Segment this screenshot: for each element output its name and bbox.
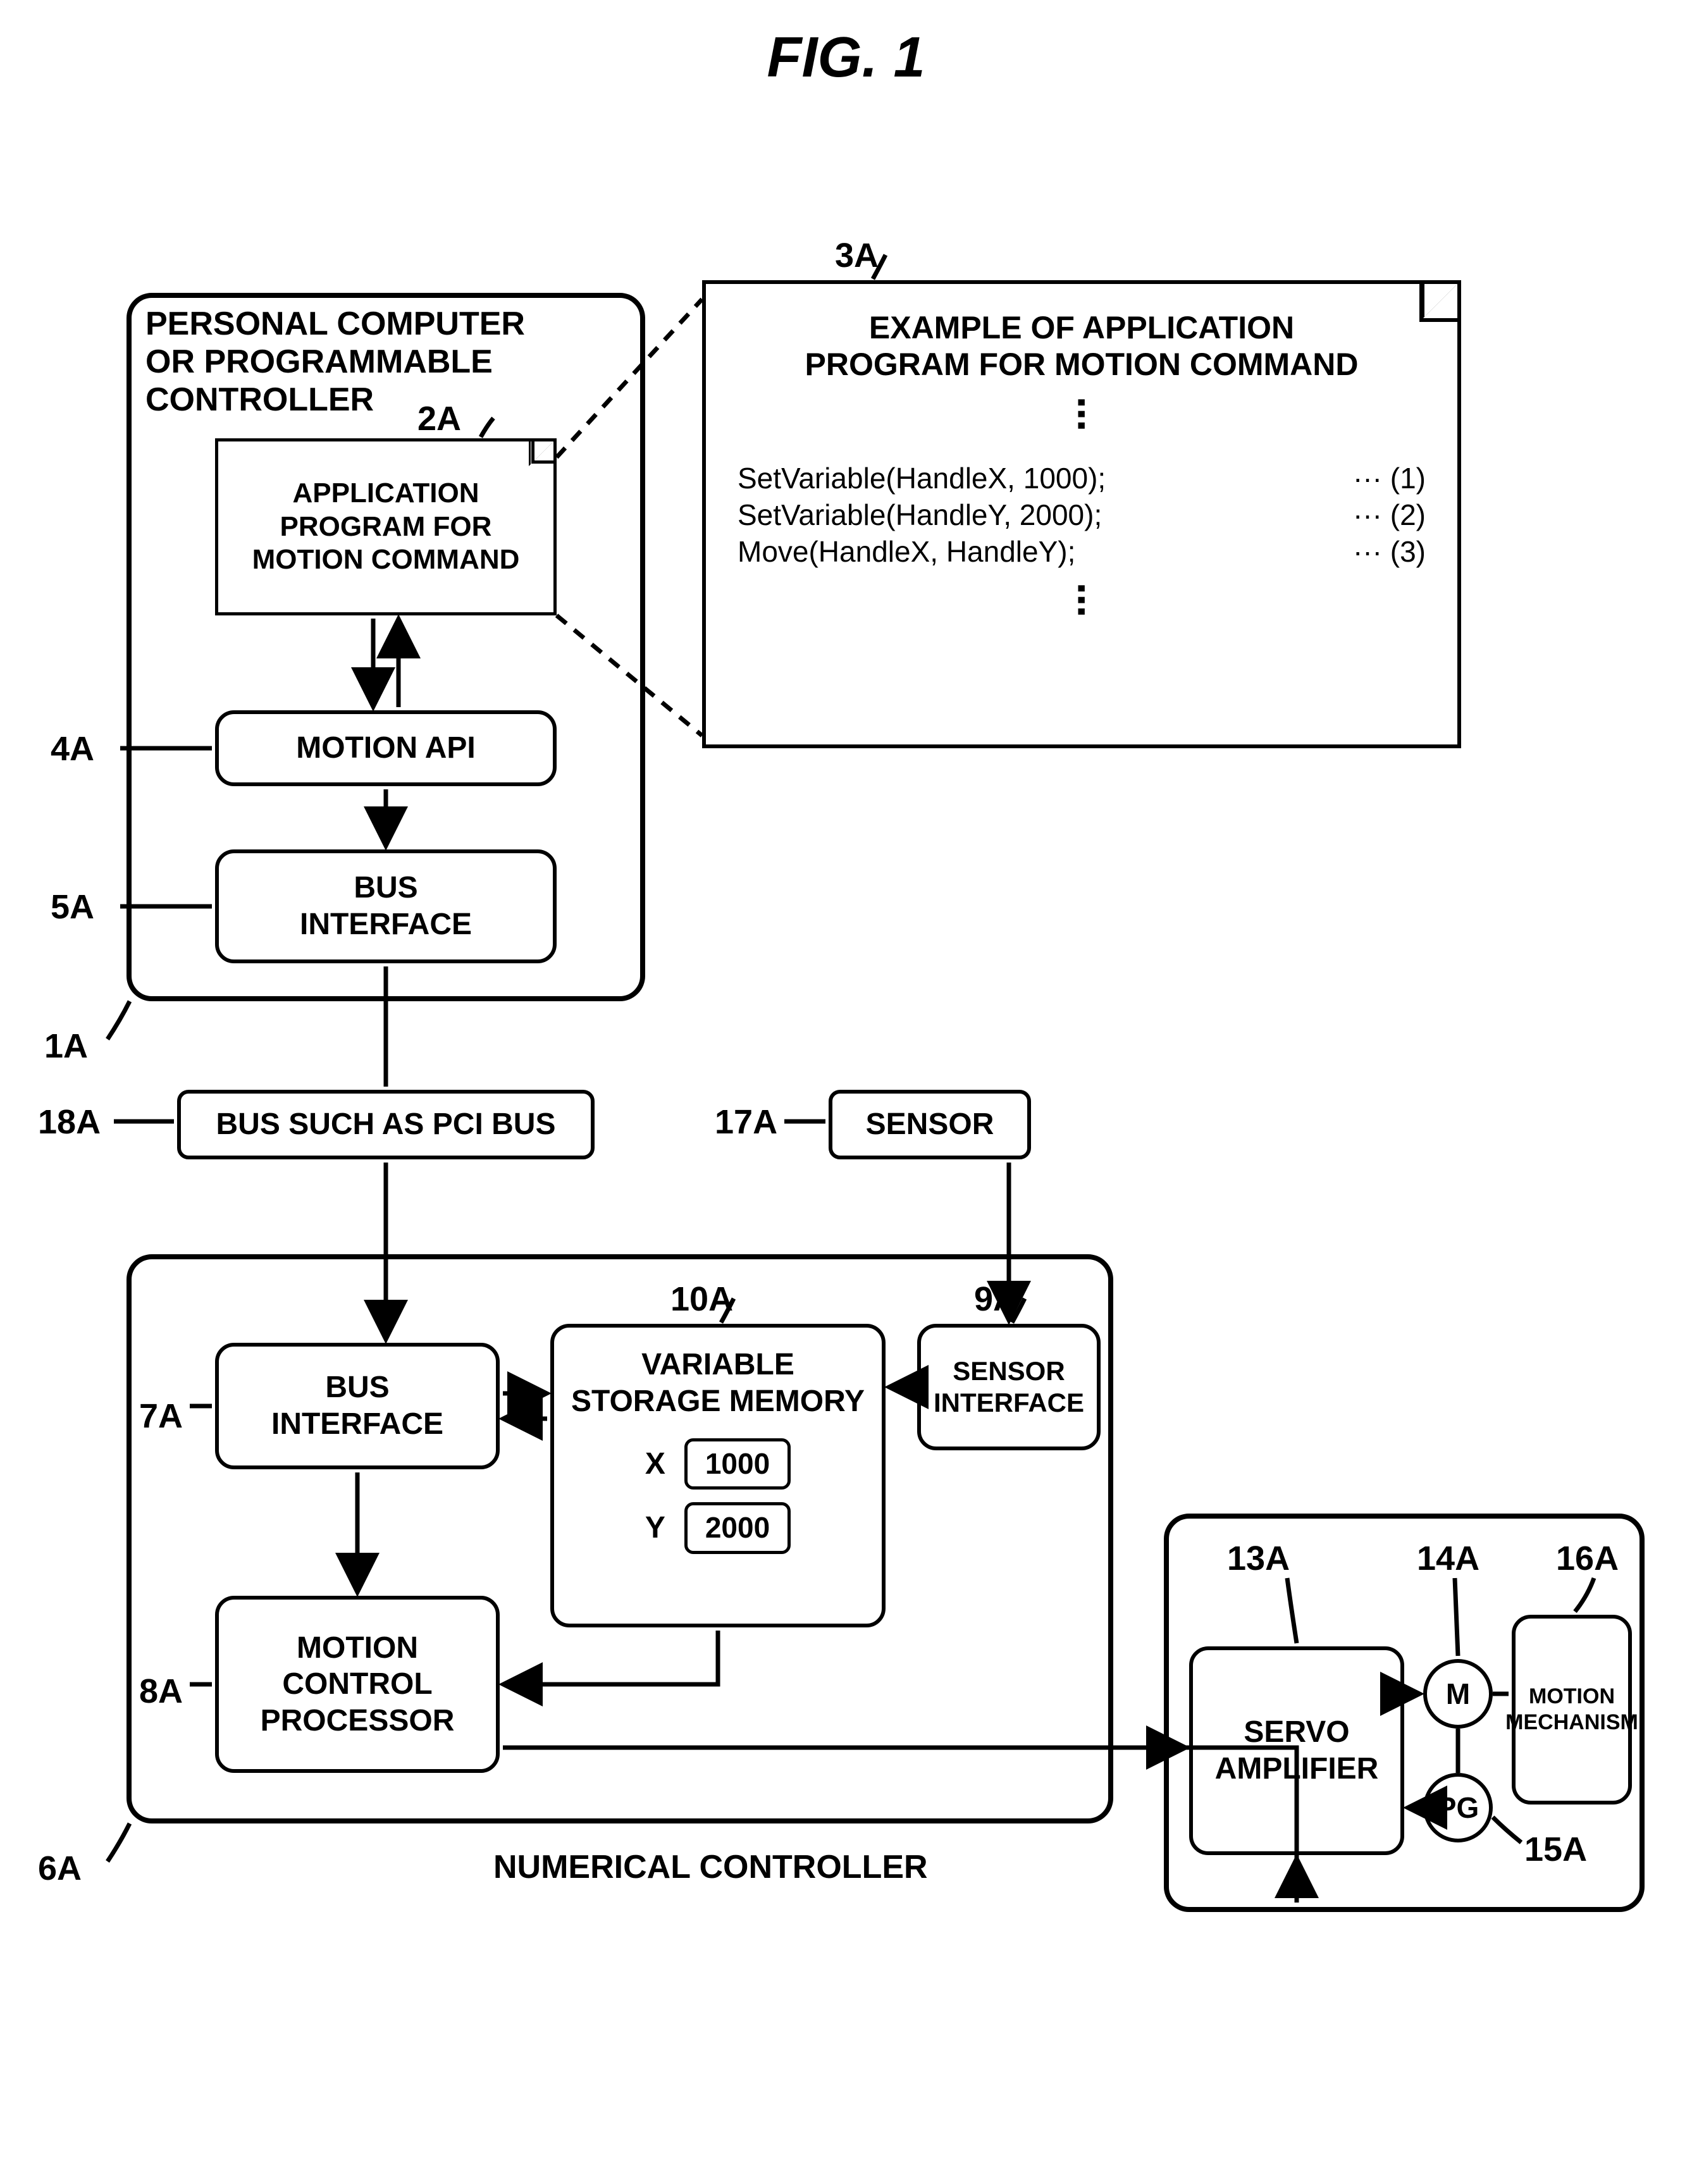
var-y-name: Y (645, 1510, 665, 1546)
motion-api-label: MOTION API (296, 730, 476, 767)
ref-14a: 14A (1417, 1539, 1479, 1578)
ref-15a: 15A (1524, 1830, 1587, 1869)
pc-controller-label: PERSONAL COMPUTER OR PROGRAMMABLE CONTRO… (145, 305, 525, 419)
servo-amp-label: SERVO AMPLIFIER (1215, 1714, 1379, 1787)
note-title: EXAMPLE OF APPLICATION PROGRAM FOR MOTIO… (738, 309, 1426, 383)
pg-label: PG (1437, 1791, 1479, 1825)
mcp-box: MOTION CONTROL PROCESSOR (215, 1596, 500, 1773)
var-x-name: X (645, 1446, 665, 1483)
vsm-box: VARIABLE STORAGE MEMORY X 1000 Y 2000 (550, 1324, 886, 1627)
var-y-value: 2000 (684, 1502, 791, 1553)
nc-label: NUMERICAL CONTROLLER (493, 1849, 928, 1887)
app-program-box: APPLICATION PROGRAM FOR MOTION COMMAND (215, 438, 557, 615)
sensor-box: SENSOR (829, 1090, 1031, 1159)
motor-label: M (1446, 1677, 1470, 1711)
ref-7a: 7A (139, 1397, 183, 1436)
ref-3a: 3A (835, 236, 879, 275)
motion-mech-box: MOTION MECHANISM (1512, 1615, 1632, 1805)
ref-1a: 1A (44, 1027, 88, 1066)
code-line-1: SetVariable(HandleX, 1000); (738, 461, 1106, 495)
bus-label: BUS SUCH AS PCI BUS (216, 1106, 556, 1143)
ref-8a: 8A (139, 1672, 183, 1711)
ref-18a: 18A (38, 1102, 101, 1142)
app-program-label: APPLICATION PROGRAM FOR MOTION COMMAND (252, 477, 520, 577)
servo-amp-box: SERVO AMPLIFIER (1189, 1646, 1404, 1855)
mcp-label: MOTION CONTROL PROCESSOR (261, 1630, 455, 1739)
ref-2a: 2A (417, 399, 461, 438)
sensor-if-label: SENSOR INTERFACE (934, 1355, 1084, 1419)
sensor-if-box: SENSOR INTERFACE (917, 1324, 1101, 1450)
code-num-2: ··· (2) (1353, 498, 1426, 532)
code-num-3: ··· (3) (1353, 534, 1426, 569)
motion-mech-label: MOTION MECHANISM (1505, 1684, 1638, 1736)
ref-16a: 16A (1556, 1539, 1619, 1578)
pc-bus-interface-label: BUS INTERFACE (300, 870, 472, 942)
motion-api-box: MOTION API (215, 710, 557, 786)
sensor-label: SENSOR (866, 1106, 994, 1143)
figure-title: FIG. 1 (25, 25, 1667, 90)
ref-6a: 6A (38, 1849, 82, 1888)
pc-bus-interface-box: BUS INTERFACE (215, 849, 557, 963)
ref-10a: 10A (670, 1280, 733, 1319)
var-x-value: 1000 (684, 1438, 791, 1490)
nc-bus-interface-box: BUS INTERFACE (215, 1343, 500, 1469)
pg-circle: PG (1423, 1773, 1493, 1842)
motor-circle: M (1423, 1659, 1493, 1729)
vsm-label: VARIABLE STORAGE MEMORY (560, 1347, 875, 1419)
ref-9a: 9A (974, 1280, 1018, 1319)
ref-5a: 5A (51, 887, 94, 927)
diagram-canvas: PERSONAL COMPUTER OR PROGRAMMABLE CONTRO… (25, 141, 1667, 2165)
bus-label-box: BUS SUCH AS PCI BUS (177, 1090, 595, 1159)
ref-17a: 17A (715, 1102, 777, 1142)
code-num-1: ··· (1) (1353, 461, 1426, 495)
code-line-2: SetVariable(HandleY, 2000); (738, 498, 1102, 532)
ref-13a: 13A (1227, 1539, 1290, 1578)
example-note-box: EXAMPLE OF APPLICATION PROGRAM FOR MOTIO… (702, 280, 1461, 748)
ref-4a: 4A (51, 729, 94, 768)
nc-bus-interface-label: BUS INTERFACE (271, 1369, 443, 1442)
code-line-3: Move(HandleX, HandleY); (738, 534, 1075, 569)
